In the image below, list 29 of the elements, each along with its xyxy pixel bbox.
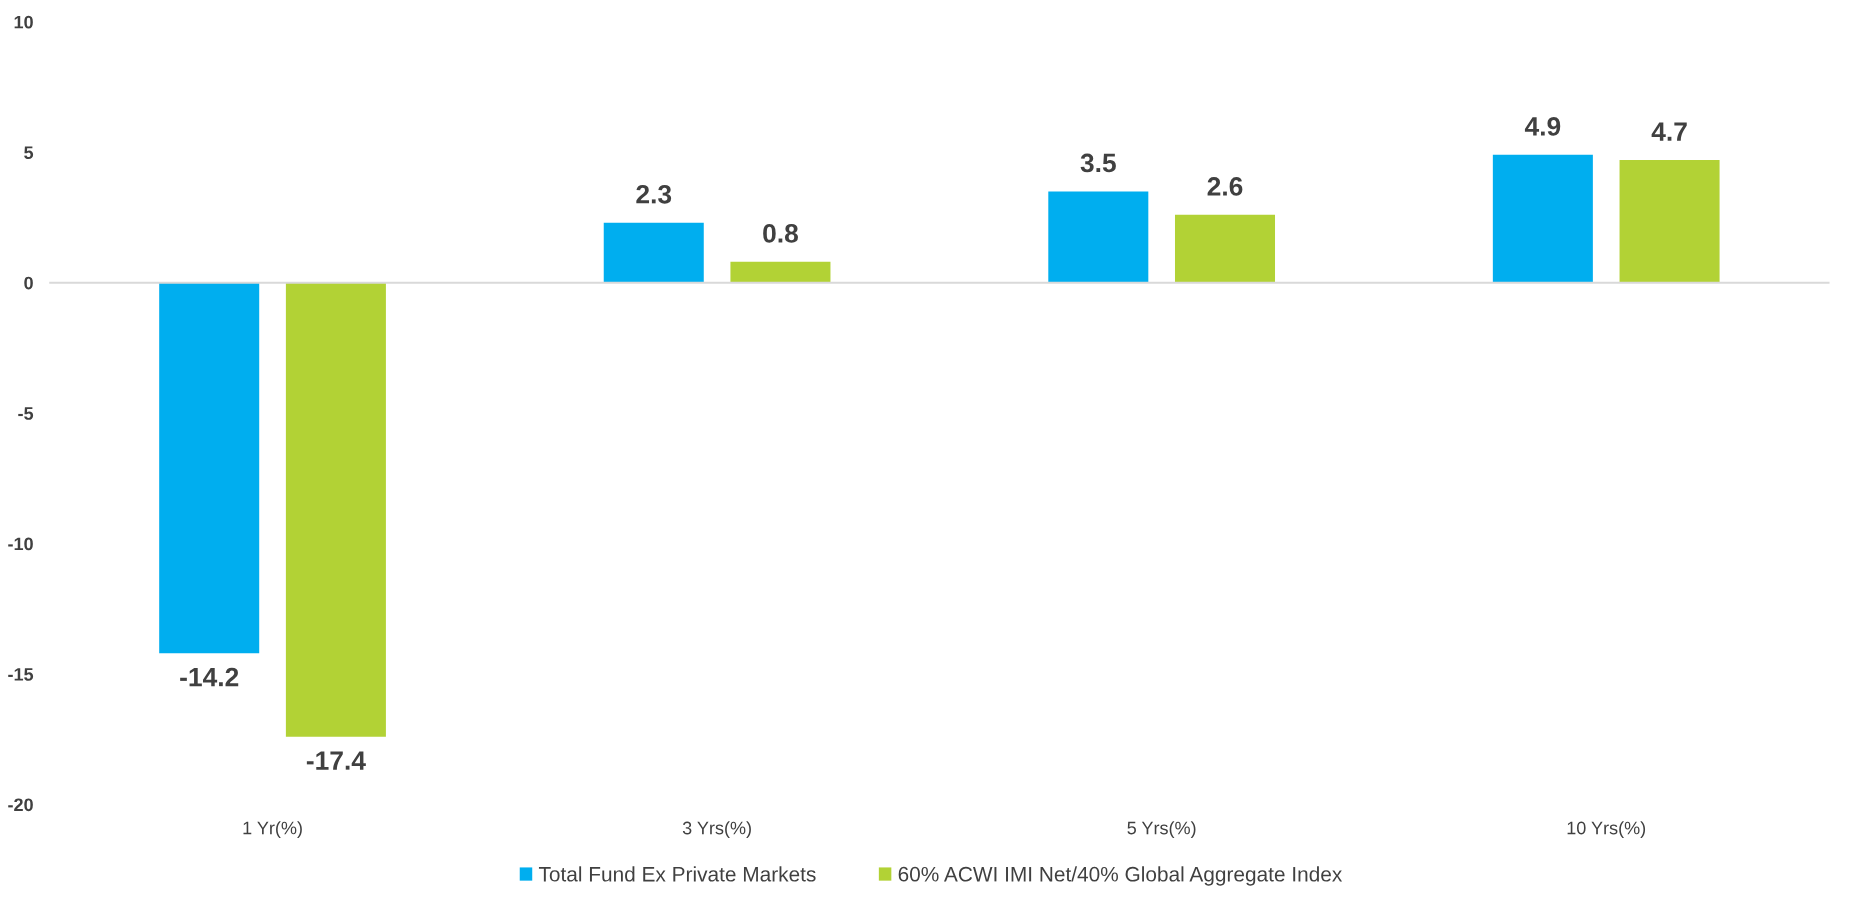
bar <box>603 222 704 283</box>
y-tick-label: -5 <box>18 407 34 420</box>
y-tick-label: -20 <box>8 798 33 812</box>
y-tick-label: -10 <box>8 537 33 551</box>
data-label: -14.2 <box>180 667 239 687</box>
data-label: -17.4 <box>306 751 366 770</box>
bar <box>1048 191 1149 283</box>
x-tick-label: 10 Yrs(%) <box>1567 821 1646 838</box>
data-label: 2.6 <box>1207 177 1243 196</box>
x-tick-label: 5 Yrs(%) <box>1127 821 1196 838</box>
bar <box>1492 154 1593 283</box>
bar <box>1174 214 1276 283</box>
x-tick-label: 3 Yrs(%) <box>682 821 751 838</box>
bar <box>285 282 386 737</box>
bar <box>1619 160 1720 283</box>
data-label: 4.7 <box>1651 122 1687 141</box>
bar <box>730 261 831 283</box>
y-tick-label: 0 <box>24 276 33 290</box>
legend-label: 60% ACWI IMI Net/40% Global Aggregate Index <box>898 866 1343 886</box>
y-tick-label: 10 <box>14 15 33 29</box>
data-label: 3.5 <box>1080 153 1116 173</box>
x-tick-label: 1 Yr(%) <box>243 821 302 838</box>
y-tick-label: -15 <box>8 668 34 681</box>
data-label: 4.9 <box>1524 117 1561 136</box>
legend-label: Total Fund Ex Private Markets <box>538 866 816 882</box>
bar <box>159 282 260 654</box>
data-label: 2.3 <box>636 184 672 204</box>
data-label: 0.8 <box>763 224 798 243</box>
y-tick-label: 5 <box>24 146 34 159</box>
